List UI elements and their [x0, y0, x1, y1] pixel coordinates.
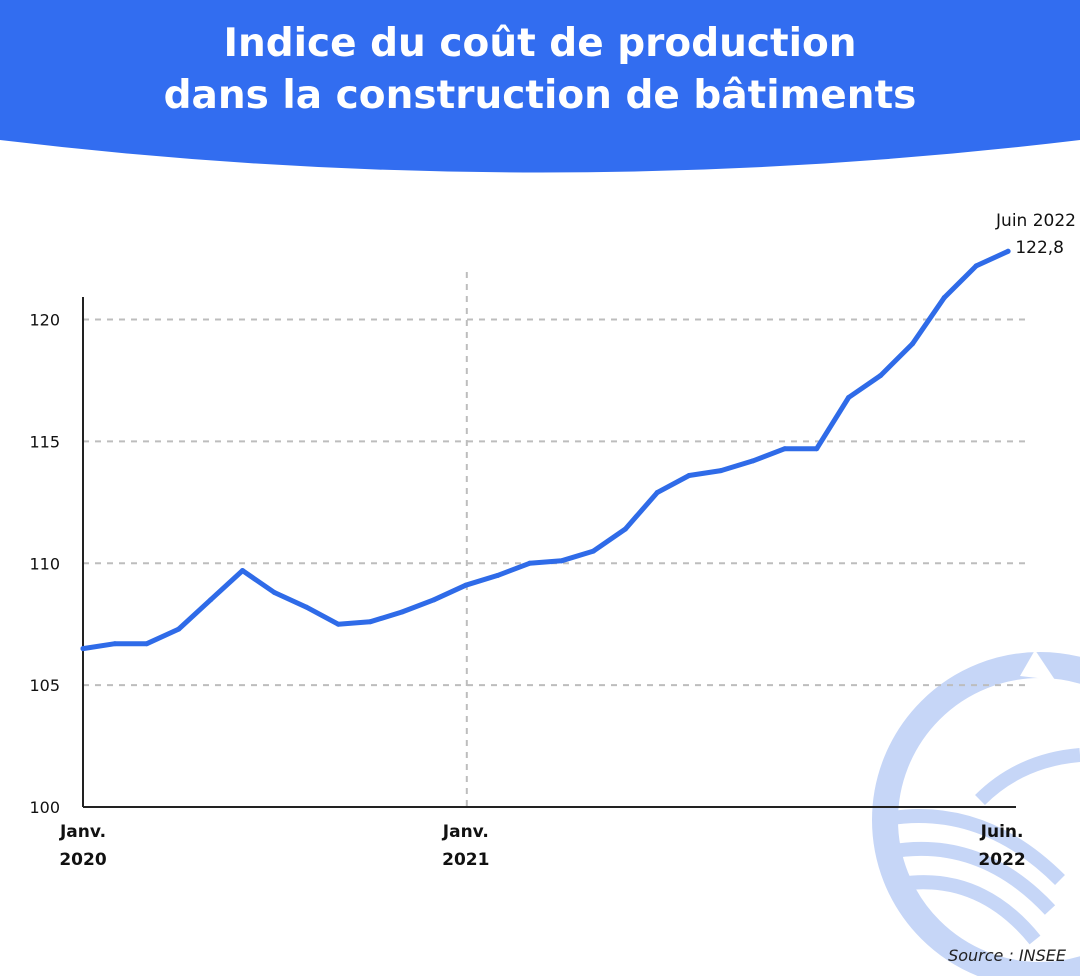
data-point-23 — [814, 446, 820, 452]
data-point-29 — [1005, 248, 1011, 254]
data-point-6 — [271, 590, 277, 595]
data-point-21 — [750, 458, 756, 464]
data-point-28 — [973, 263, 979, 269]
data-point-11 — [431, 597, 437, 603]
annotation-value: 122,8 — [1015, 238, 1064, 258]
grid-lines — [83, 272, 1030, 807]
header-band — [0, 0, 1080, 173]
data-point-10 — [399, 609, 405, 615]
series-layer — [80, 248, 1011, 652]
x-tick-label-1-line-2: 2021 — [442, 850, 489, 870]
data-point-19 — [686, 473, 692, 478]
data-point-14 — [527, 560, 533, 566]
x-tick-label-0-line-1: Janv. — [59, 822, 106, 842]
y-tick-115: 115 — [29, 432, 60, 451]
data-point-20 — [718, 468, 724, 474]
axes — [82, 297, 1016, 808]
x-tick-label-0-line-2: 2020 — [59, 850, 106, 870]
y-tick-110: 110 — [29, 554, 60, 573]
annotation-layer: Juin 2022 122,8 — [995, 211, 1076, 258]
data-point-4 — [208, 597, 214, 603]
data-point-16 — [590, 548, 596, 554]
data-point-25 — [878, 373, 883, 379]
data-point-5 — [240, 568, 245, 574]
annotation-date: Juin 2022 — [995, 211, 1076, 231]
chart-title: Indice du coût de production dans la con… — [0, 18, 1080, 122]
data-point-0 — [80, 646, 86, 652]
y-tick-labels: 100 105 110 115 120 — [29, 311, 60, 818]
x-tick-labels: Janv. 2020 Janv. 2021 Juin. 2022 — [59, 822, 1026, 870]
data-point-3 — [176, 626, 182, 632]
data-point-8 — [335, 621, 341, 627]
data-point-18 — [654, 490, 660, 496]
y-tick-120: 120 — [29, 311, 60, 330]
x-tick-label-2-line-2: 2022 — [978, 850, 1025, 870]
data-point-9 — [367, 619, 373, 625]
y-tick-105: 105 — [29, 676, 60, 695]
source-note: Source : INSEE — [948, 946, 1066, 965]
data-point-2 — [144, 641, 150, 647]
watermark-logo-icon — [872, 650, 1080, 976]
data-point-26 — [909, 341, 915, 347]
data-point-1 — [112, 641, 118, 647]
data-point-7 — [303, 604, 309, 610]
chart-title-line-1: Indice du coût de production — [223, 21, 857, 66]
x-tick-label-2-line-1: Juin. — [980, 822, 1024, 842]
series-line-0 — [80, 248, 1011, 652]
y-tick-100: 100 — [29, 798, 60, 817]
chart-title-line-2: dans la construction de bâtiments — [163, 73, 917, 118]
data-point-24 — [846, 395, 852, 400]
data-point-22 — [782, 446, 788, 452]
data-point-12 — [463, 582, 469, 588]
x-tick-label-1-line-1: Janv. — [442, 822, 489, 842]
data-point-15 — [559, 558, 564, 564]
data-point-27 — [941, 295, 947, 301]
data-point-13 — [495, 572, 501, 578]
data-point-17 — [622, 526, 628, 532]
